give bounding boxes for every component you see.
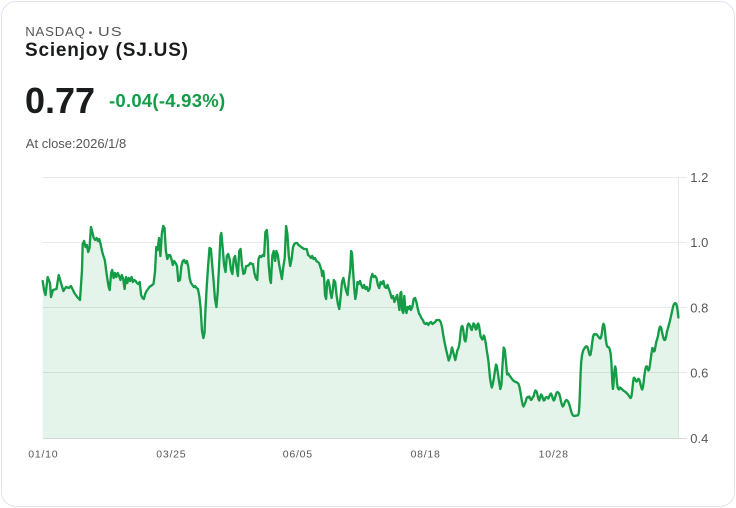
svg-text:1.2: 1.2: [690, 170, 708, 185]
svg-text:0.4: 0.4: [690, 431, 708, 446]
svg-text:1.0: 1.0: [690, 235, 708, 250]
svg-text:08/18: 08/18: [411, 448, 441, 460]
svg-text:03/25: 03/25: [156, 448, 186, 460]
svg-text:0.6: 0.6: [690, 366, 708, 381]
svg-text:10/28: 10/28: [539, 448, 569, 460]
svg-text:06/05: 06/05: [283, 448, 313, 460]
svg-text:01/10: 01/10: [28, 448, 58, 460]
svg-text:0.8: 0.8: [690, 301, 708, 316]
